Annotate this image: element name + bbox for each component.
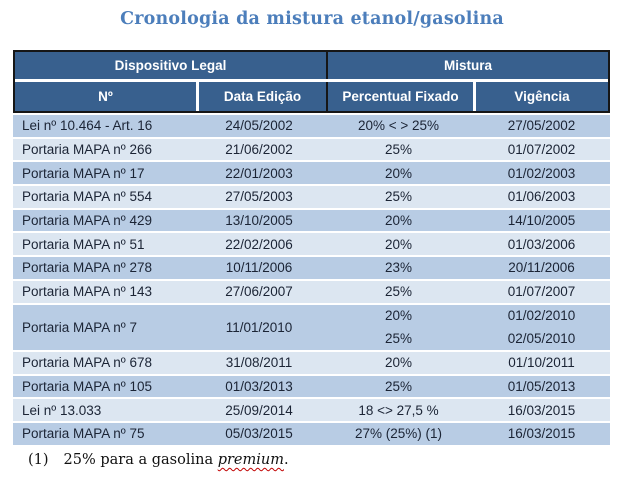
cell-data-edicao: 10/11/2006 (225, 260, 293, 276)
cell-percentual-fixado: 25% (384, 284, 413, 300)
footnote-text: 25% para a gasolina (63, 452, 218, 468)
cell-vigencia: 01/02/2010 02/05/2010 (473, 305, 610, 350)
table-row: Lei nº 10.464 - Art. 16 24/05/2002 20% < >… (13, 113, 610, 137)
cell-vigencia: 01/06/2003 (507, 189, 576, 205)
cell-vigencia: 16/03/2015 (507, 426, 576, 442)
column-header-row: Nº Data Edição Percentual Fixado Vigênci… (15, 79, 608, 111)
cell-percentual-fixado: 20% (384, 236, 413, 252)
table-row: Portaria MAPA nº 75 05/03/2015 27% (25%) (… (13, 420, 610, 445)
cell-dispositivo-numero: Portaria MAPA nº 105 (22, 378, 152, 394)
cell-percentual-fixado: 25% (384, 142, 413, 158)
cell-dispositivo-numero: Portaria MAPA nº 278 (22, 260, 152, 276)
cell-dispositivo-numero: Portaria MAPA nº 7 (22, 319, 137, 335)
group-header-mistura: Mistura (326, 52, 608, 79)
cell-percentual-fixado-line: 25% (384, 331, 413, 347)
cell-data-edicao: 22/02/2006 (225, 236, 293, 252)
cell-data-edicao: 21/06/2002 (225, 142, 293, 158)
table-row: Portaria MAPA nº 266 21/06/2002 25% 01/07/2… (13, 136, 610, 161)
cell-data-edicao: 22/01/2003 (225, 165, 293, 181)
cell-percentual-fixado: 20% (384, 165, 413, 181)
footnote-marker: (1) (28, 452, 49, 468)
chronology-table: Dispositivo Legal Mistura Nº Data Edição… (13, 50, 610, 445)
cell-data-edicao: 11/01/2010 (225, 319, 293, 335)
cell-dispositivo-numero: Portaria MAPA nº 17 (22, 165, 145, 181)
cell-data-edicao: 24/05/2002 (225, 118, 293, 134)
cell-data-edicao: 27/05/2003 (225, 189, 293, 205)
table-row: Portaria MAPA nº 429 13/10/2005 20% 14/10/2… (13, 207, 610, 232)
table-row: Portaria MAPA nº 51 22/02/2006 20% 01/03/20… (13, 231, 610, 256)
cell-percentual-fixado: 20% (384, 355, 413, 371)
table-row: Portaria MAPA nº 554 27/05/2003 25% 01/06/2… (13, 184, 610, 208)
table-row: Portaria MAPA nº 678 31/08/2011 20% 01/10/2… (13, 349, 610, 374)
cell-dispositivo-numero: Portaria MAPA nº 554 (22, 189, 152, 205)
cell-dispositivo-numero: Lei nº 10.464 - Art. 16 (22, 118, 153, 134)
cell-vigencia: 20/11/2006 (508, 260, 575, 276)
cell-dispositivo-numero: Portaria MAPA nº 51 (22, 236, 145, 252)
cell-vigencia-line: 02/05/2010 (507, 331, 576, 347)
footnote: (1) 25% para a gasolina premium. (28, 452, 289, 468)
cell-dispositivo-numero: Portaria MAPA nº 266 (22, 142, 152, 158)
cell-percentual-fixado: 20% (384, 213, 413, 229)
cell-vigencia: 01/05/2013 (507, 378, 576, 394)
cell-data-edicao: 13/10/2005 (225, 213, 293, 229)
cell-data-edicao: 05/03/2015 (225, 426, 293, 442)
table-row: Portaria MAPA nº 17 22/01/2003 20% 01/02/20… (13, 160, 610, 185)
cell-vigencia: 01/10/2011 (508, 355, 575, 371)
cell-data-edicao: 31/08/2011 (225, 355, 293, 371)
column-header-vigencia: Vigência (473, 82, 608, 111)
cell-percentual-fixado: 20% 25% (324, 305, 473, 350)
cell-data-edicao: 27/06/2007 (225, 284, 293, 300)
table-row: Portaria MAPA nº 7 11/01/2010 20% 25% 01/02/… (13, 302, 610, 350)
cell-vigencia-line: 01/02/2010 (507, 308, 576, 324)
cell-data-edicao: 25/09/2014 (225, 402, 293, 418)
table-row: Portaria MAPA nº 143 27/06/2007 25% 01/07/2… (13, 278, 610, 303)
group-header-dispositivo-legal: Dispositivo Legal (114, 58, 227, 73)
cell-dispositivo-numero: Lei nº 13.033 (22, 402, 102, 418)
cell-dispositivo-numero: Portaria MAPA nº 143 (22, 284, 152, 300)
footnote-period: . (284, 452, 289, 468)
cell-percentual-fixado: 25% (384, 378, 413, 394)
cell-vigencia: 01/07/2007 (507, 284, 576, 300)
table-body: Lei nº 10.464 - Art. 16 24/05/2002 20% < >… (13, 113, 610, 445)
table-row: Portaria MAPA nº 278 10/11/2006 23% 20/11/2… (13, 255, 610, 279)
table-row: Lei nº 13.033 25/09/2014 18 <> 27,5 % 16/03… (13, 397, 610, 421)
cell-dispositivo-numero: Portaria MAPA nº 75 (22, 426, 145, 442)
column-header-data-edicao: Data Edição (196, 82, 326, 111)
cell-vigencia: 01/03/2006 (507, 236, 576, 252)
page-title: Cronologia da mistura etanol/gasolina (120, 9, 504, 29)
cell-percentual-fixado: 23% (384, 260, 413, 276)
cell-percentual-fixado: 18 <> 27,5 % (358, 402, 439, 418)
table-header: Dispositivo Legal Mistura Nº Data Edição… (13, 50, 610, 113)
cell-vigencia: 01/02/2003 (507, 165, 576, 181)
table-row: Portaria MAPA nº 105 01/03/2013 25% 01/05/2… (13, 373, 610, 398)
cell-vigencia: 16/03/2015 (507, 402, 576, 418)
cell-data-edicao: 01/03/2013 (225, 378, 293, 394)
column-header-numero: Nº (98, 89, 113, 104)
cell-dispositivo-numero: Portaria MAPA nº 678 (22, 355, 152, 371)
cell-dispositivo-numero: Portaria MAPA nº 429 (22, 213, 152, 229)
cell-percentual-fixado-line: 20% (384, 308, 413, 324)
footnote-highlight-premium: premium (217, 452, 284, 468)
cell-percentual-fixado: 20% < > 25% (357, 118, 440, 134)
cell-vigencia: 27/05/2002 (507, 118, 576, 134)
cell-percentual-fixado: 25% (384, 189, 413, 205)
cell-vigencia: 01/07/2002 (507, 142, 576, 158)
cell-vigencia: 14/10/2005 (507, 213, 576, 229)
group-header-row: Dispositivo Legal Mistura (15, 52, 608, 79)
column-header-percentual-fixado: Percentual Fixado (326, 82, 473, 111)
cell-percentual-fixado: 27% (25%) (1) (354, 426, 443, 442)
